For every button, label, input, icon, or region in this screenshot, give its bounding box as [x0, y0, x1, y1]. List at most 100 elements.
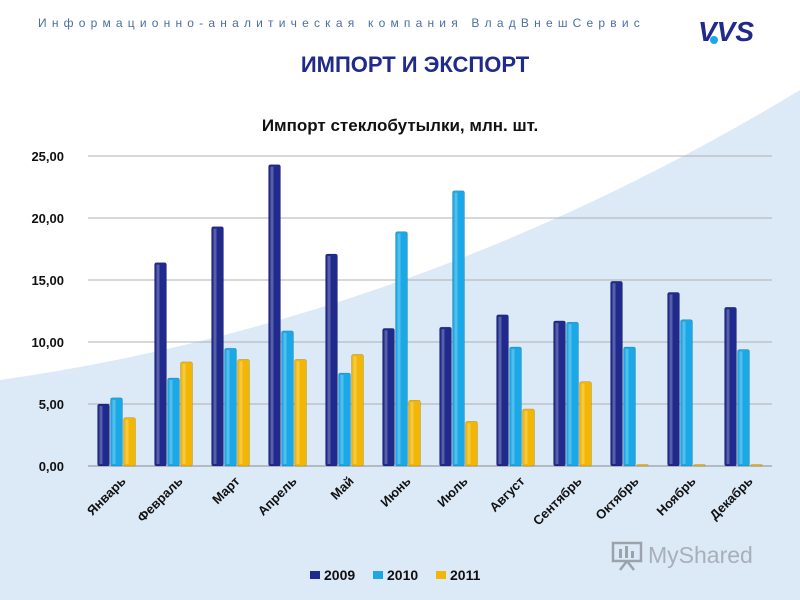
bar-highlight — [340, 375, 344, 464]
legend-label: 2010 — [387, 567, 418, 583]
bar-highlight — [226, 350, 230, 464]
page-title: ИМПОРТ И ЭКСПОРТ — [300, 52, 530, 77]
bar-2010 — [395, 231, 408, 467]
bar-highlight — [625, 348, 629, 464]
bar-2010 — [338, 372, 351, 467]
bar-2011 — [123, 417, 136, 467]
legend-label: 2011 — [450, 567, 481, 583]
x-category-label: Июнь — [377, 474, 413, 510]
bar-2009 — [325, 253, 338, 467]
bar-highlight — [612, 283, 616, 464]
bar-highlight — [296, 361, 300, 464]
bar-2010 — [224, 347, 237, 467]
bar-highlight — [283, 332, 287, 464]
bar-highlight — [682, 321, 686, 464]
bar-2009 — [154, 262, 167, 467]
bar-highlight — [353, 356, 357, 464]
x-axis-categories: Январь Февраль Март Апрель Май Июнь Июль Август… — [84, 474, 756, 529]
bar-highlight — [524, 410, 528, 464]
bar-2010 — [737, 349, 750, 467]
legend-swatch-2011 — [436, 571, 446, 579]
bar-2011 — [294, 359, 307, 467]
bar-2011 — [579, 381, 592, 467]
bar-2010 — [509, 346, 522, 467]
bar-highlight — [555, 322, 559, 464]
x-category-label: Декабрь — [707, 474, 756, 523]
bar-2011 — [750, 464, 763, 467]
bar-2011 — [180, 361, 193, 467]
grid-layer — [88, 155, 772, 467]
x-category-label: Апрель — [255, 474, 300, 519]
y-axis-ticks: 0,00 5,00 10,00 15,00 20,00 25,00 — [31, 149, 64, 474]
bar-highlight — [169, 379, 173, 464]
bar-2009 — [268, 164, 281, 467]
bars-layer — [97, 164, 763, 467]
x-category-label: Февраль — [134, 474, 185, 525]
legend-swatch-2010 — [373, 571, 383, 579]
bar-2010 — [167, 377, 180, 467]
bar-highlight — [410, 402, 414, 464]
bar-2011 — [636, 464, 649, 467]
bar-highlight — [498, 316, 502, 464]
bar-highlight — [239, 361, 243, 464]
bar-highlight — [568, 324, 572, 464]
y-tick-label: 0,00 — [39, 459, 64, 474]
presentation-icon — [611, 541, 643, 571]
company-logo: VVS — [698, 16, 754, 47]
logo-dot — [710, 36, 718, 44]
bar-2009 — [496, 314, 509, 467]
company-name: Информационно-аналитическая компания Вла… — [38, 16, 645, 30]
bar-highlight — [156, 264, 160, 464]
bar-highlight — [467, 423, 471, 464]
bar-2009 — [610, 280, 623, 467]
bar-2011 — [237, 359, 250, 467]
bar-2011 — [522, 408, 535, 467]
bar-highlight — [511, 348, 515, 464]
bar-2009 — [724, 307, 737, 467]
bar-2011 — [351, 354, 364, 467]
bar-2009 — [382, 328, 395, 467]
bar-highlight — [397, 233, 401, 464]
bar-2011 — [408, 400, 421, 467]
bar-2010 — [680, 319, 693, 467]
bar-highlight — [384, 330, 388, 464]
bar-highlight — [669, 294, 673, 464]
bar-2011 — [693, 464, 706, 467]
bar-2010 — [623, 346, 636, 467]
bar-highlight — [726, 309, 730, 464]
logo-text: VVS — [698, 16, 754, 47]
bar-highlight — [182, 363, 186, 464]
bar-2010 — [566, 321, 579, 467]
bar-highlight — [99, 406, 103, 464]
x-category-label: Июль — [434, 474, 470, 510]
y-tick-label: 5,00 — [39, 397, 64, 412]
legend: 2009 2010 2011 — [310, 567, 481, 583]
x-category-label: Октябрь — [592, 474, 641, 523]
bar-highlight — [581, 383, 585, 464]
bar-2009 — [667, 292, 680, 467]
bar-highlight — [270, 166, 274, 464]
bar-highlight — [112, 399, 116, 464]
bar-2010 — [452, 190, 465, 467]
watermark: MyShared — [610, 538, 770, 574]
x-category-label: Март — [209, 474, 242, 507]
bar-2011 — [465, 421, 478, 467]
bar-highlight — [739, 351, 743, 464]
bar-2010 — [281, 330, 294, 467]
legend-label: 2009 — [324, 567, 355, 583]
bar-highlight — [327, 255, 331, 464]
x-category-label: Сентябрь — [530, 474, 585, 529]
bar-2009 — [97, 403, 110, 467]
bar-highlight — [213, 228, 217, 464]
y-tick-label: 25,00 — [31, 149, 64, 164]
bar-2009 — [553, 320, 566, 467]
chart-title: Импорт стеклобутылки, млн. шт. — [262, 116, 538, 135]
y-tick-label: 10,00 — [31, 335, 64, 350]
bar-2010 — [110, 397, 123, 467]
legend-swatch-2009 — [310, 571, 320, 579]
y-tick-label: 20,00 — [31, 211, 64, 226]
x-category-label: Ноябрь — [654, 474, 699, 519]
x-category-label: Январь — [84, 474, 129, 519]
x-category-label: Май — [327, 474, 356, 503]
